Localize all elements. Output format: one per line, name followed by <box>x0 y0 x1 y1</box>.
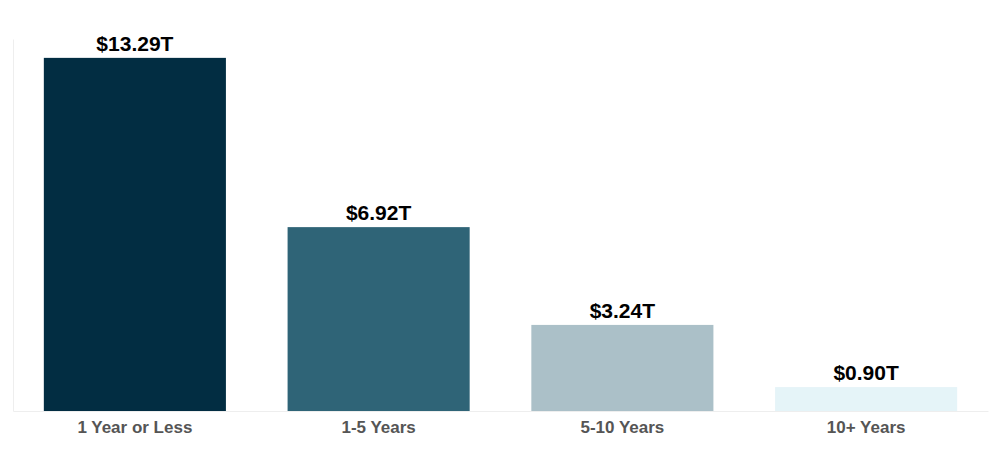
chart: 1 Year or Less 1-5 Years 5-10 Years 10+ Yea… <box>0 0 1000 450</box>
x-tick: 5-10 Years <box>580 418 664 437</box>
x-tick-label: 1 Year or Less <box>77 418 192 437</box>
data-labels: $13.29T $6.92T $3.24T $0.90T <box>96 32 899 384</box>
bar <box>531 325 713 411</box>
bar <box>44 58 226 411</box>
bar <box>288 227 470 411</box>
x-tick: 1-5 Years <box>341 418 415 437</box>
y-axis <box>13 40 14 412</box>
x-tick-label: 5-10 Years <box>580 418 664 437</box>
data-label: $0.90T <box>833 361 899 384</box>
bars <box>44 58 957 411</box>
x-axis-line <box>14 411 989 412</box>
data-label: $13.29T <box>96 32 173 55</box>
x-tick-label: 1-5 Years <box>341 418 415 437</box>
x-tick-label: 10+ Years <box>827 418 906 437</box>
data-label: $3.24T <box>590 299 656 322</box>
x-axis: 1 Year or Less 1-5 Years 5-10 Years 10+ Yea… <box>14 412 989 438</box>
x-tick: 10+ Years <box>827 418 906 437</box>
data-label: $6.92T <box>346 201 412 224</box>
y-axis-line <box>13 40 14 412</box>
bar <box>775 387 957 411</box>
x-tick: 1 Year or Less <box>77 418 192 437</box>
